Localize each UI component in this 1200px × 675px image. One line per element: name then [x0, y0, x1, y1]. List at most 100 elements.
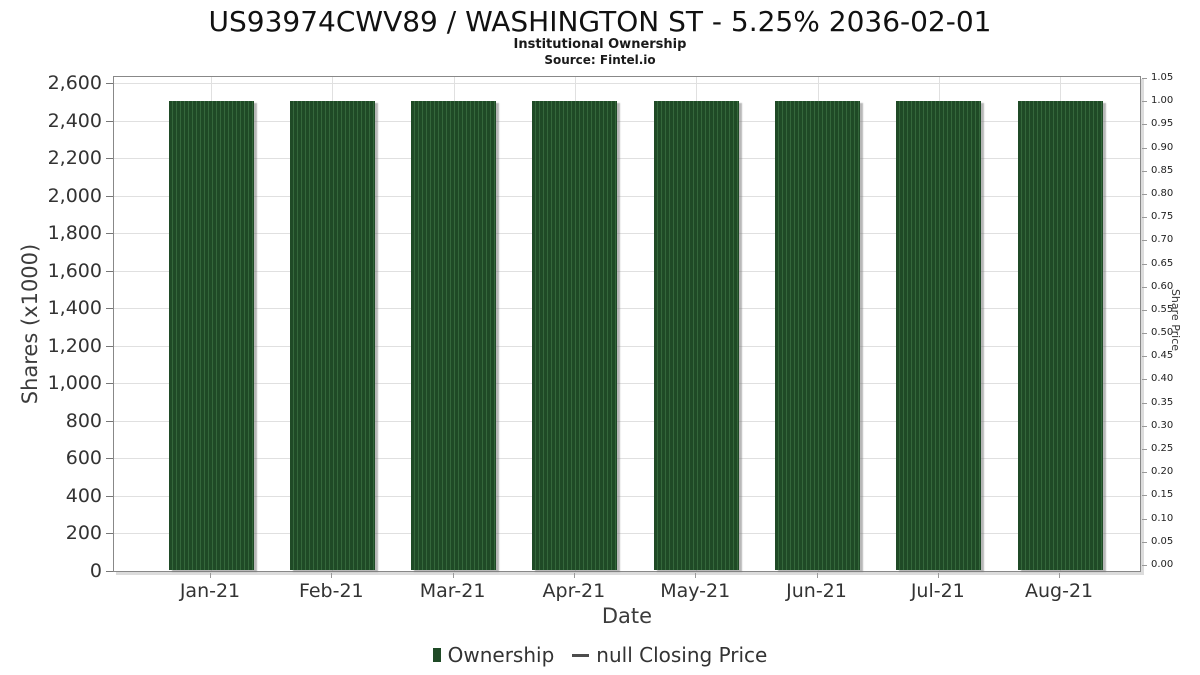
y-axis-tick-label: 1,000 [47, 372, 102, 395]
right-axis-tick [1142, 309, 1147, 311]
horizontal-gridline [114, 420, 1140, 422]
right-axis-tick [1142, 147, 1147, 149]
y-axis-tick [106, 270, 113, 272]
right-axis-tick [1142, 193, 1147, 195]
x-axis-tick-label: Mar-21 [419, 580, 486, 602]
horizontal-gridline [114, 458, 1140, 460]
x-axis-title: Date [601, 604, 653, 628]
ownership-bar-apr-21[interactable] [532, 101, 618, 570]
ownership-bar-jun-21[interactable] [775, 101, 860, 570]
horizontal-gridline [114, 158, 1140, 160]
x-axis-tick [937, 573, 939, 578]
horizontal-gridline [114, 383, 1140, 385]
y-axis-tick-label: 600 [65, 447, 102, 470]
horizontal-gridline [114, 83, 1140, 84]
right-axis-tick-label: 0.95 [1151, 118, 1174, 130]
x-axis-tick [210, 573, 211, 578]
legend-item-closing-price[interactable]: null Closing Price [572, 643, 767, 667]
x-axis-tick-label: Jun-21 [786, 580, 847, 602]
horizontal-gridline [114, 533, 1140, 535]
y-axis-tick [106, 383, 113, 385]
right-axis-tick [1142, 217, 1147, 219]
right-axis-tick-label: 0.45 [1151, 350, 1174, 362]
horizontal-gridline [114, 495, 1140, 497]
horizontal-gridline [114, 120, 1140, 122]
right-axis-tick-label: 0.00 [1151, 559, 1174, 570]
ownership-bar-may-21[interactable] [653, 101, 739, 570]
ownership-bar-mar-21[interactable] [411, 101, 497, 570]
right-axis-tick [1142, 356, 1147, 358]
right-axis-tick [1142, 286, 1147, 288]
plot-area [113, 76, 1141, 572]
x-axis-tick-label: May-21 [660, 580, 731, 602]
y-axis-tick-label: 2,600 [47, 72, 102, 94]
horizontal-gridline [114, 195, 1140, 197]
ownership-bar-aug-21[interactable] [1017, 101, 1103, 570]
y-axis-tick [106, 233, 113, 235]
right-axis-tick-label: 0.90 [1151, 141, 1174, 153]
y-axis-tick [106, 158, 113, 160]
right-axis-tick-label: 0.15 [1151, 489, 1174, 501]
right-axis-tick [1142, 240, 1147, 242]
right-axis-tick-label: 0.10 [1151, 512, 1174, 524]
y-axis-tick [106, 420, 113, 422]
x-axis-tick [452, 573, 454, 578]
x-axis-tick-label: Jul-21 [910, 580, 965, 602]
y-axis-title-right: Share Price [1169, 288, 1182, 352]
right-axis-tick-label: 0.35 [1151, 396, 1174, 408]
x-axis-tick [573, 573, 575, 578]
right-axis-tick [1142, 170, 1147, 172]
right-axis-tick-label: 0.85 [1151, 164, 1174, 176]
right-axis-tick-label: 0.75 [1151, 211, 1174, 223]
right-axis-tick-label: 0.30 [1151, 419, 1174, 431]
right-axis-tick [1142, 425, 1147, 427]
y-axis-tick [106, 571, 113, 572]
y-axis-tick [106, 195, 113, 197]
closing-price-series-marker-icon [572, 653, 590, 657]
x-axis-tick [816, 573, 818, 578]
right-axis-tick [1142, 518, 1147, 520]
right-axis-tick [1142, 402, 1147, 404]
right-axis-tick-label: 0.65 [1151, 257, 1174, 269]
legend-item-ownership[interactable]: Ownership [432, 643, 555, 667]
y-axis-tick [106, 495, 113, 497]
chart-title: US93974CWV89 / WASHINGTON ST - 5.25% 203… [208, 5, 992, 38]
y-axis-tick-label: 2,400 [47, 109, 102, 132]
legend-label-ownership: Ownership [447, 643, 555, 667]
y-axis-tick [106, 533, 113, 535]
ownership-bar-jan-21[interactable] [168, 101, 254, 570]
right-axis-tick [1142, 78, 1147, 79]
right-axis-tick-label: 0.70 [1151, 234, 1174, 246]
right-axis-tick-label: 0.25 [1151, 443, 1174, 455]
y-axis-tick [106, 345, 113, 347]
x-axis-tick [1059, 573, 1061, 578]
chart-source-label: Source: Fintel.io [544, 53, 656, 67]
right-axis-tick-label: 0.50 [1151, 327, 1174, 339]
y-axis-tick-label: 400 [65, 484, 102, 507]
x-axis-tick-label: Jan-21 [179, 580, 241, 602]
y-axis-tick [106, 120, 113, 122]
y-axis-tick-label: 0 [89, 560, 102, 582]
legend: Ownership null Closing Price [0, 643, 1200, 667]
horizontal-gridline [114, 308, 1140, 310]
ownership-bar-feb-21[interactable] [289, 101, 375, 570]
y-axis-tick-label: 2,000 [47, 184, 102, 207]
right-axis-tick [1142, 124, 1147, 126]
right-axis-tick-label: 0.05 [1151, 535, 1174, 547]
x-axis-tick [695, 573, 697, 578]
chart-subtitle: Institutional Ownership [513, 37, 687, 52]
y-axis-tick-label: 800 [65, 409, 102, 432]
right-axis-tick [1142, 565, 1147, 566]
right-axis-tick-label: 0.60 [1151, 280, 1174, 292]
ownership-bar-jul-21[interactable] [896, 101, 982, 570]
y-axis-tick [106, 458, 113, 460]
right-axis-tick [1142, 541, 1147, 543]
right-axis-tick-label: 0.55 [1151, 303, 1174, 315]
right-axis-tick-label: 1.05 [1151, 72, 1174, 83]
x-axis-tick [331, 573, 333, 578]
x-axis-tick-label: Feb-21 [298, 580, 364, 602]
ownership-series-marker-icon [432, 648, 441, 662]
y-axis-tick-label: 200 [65, 522, 102, 545]
right-axis-tick-label: 0.40 [1151, 373, 1174, 385]
